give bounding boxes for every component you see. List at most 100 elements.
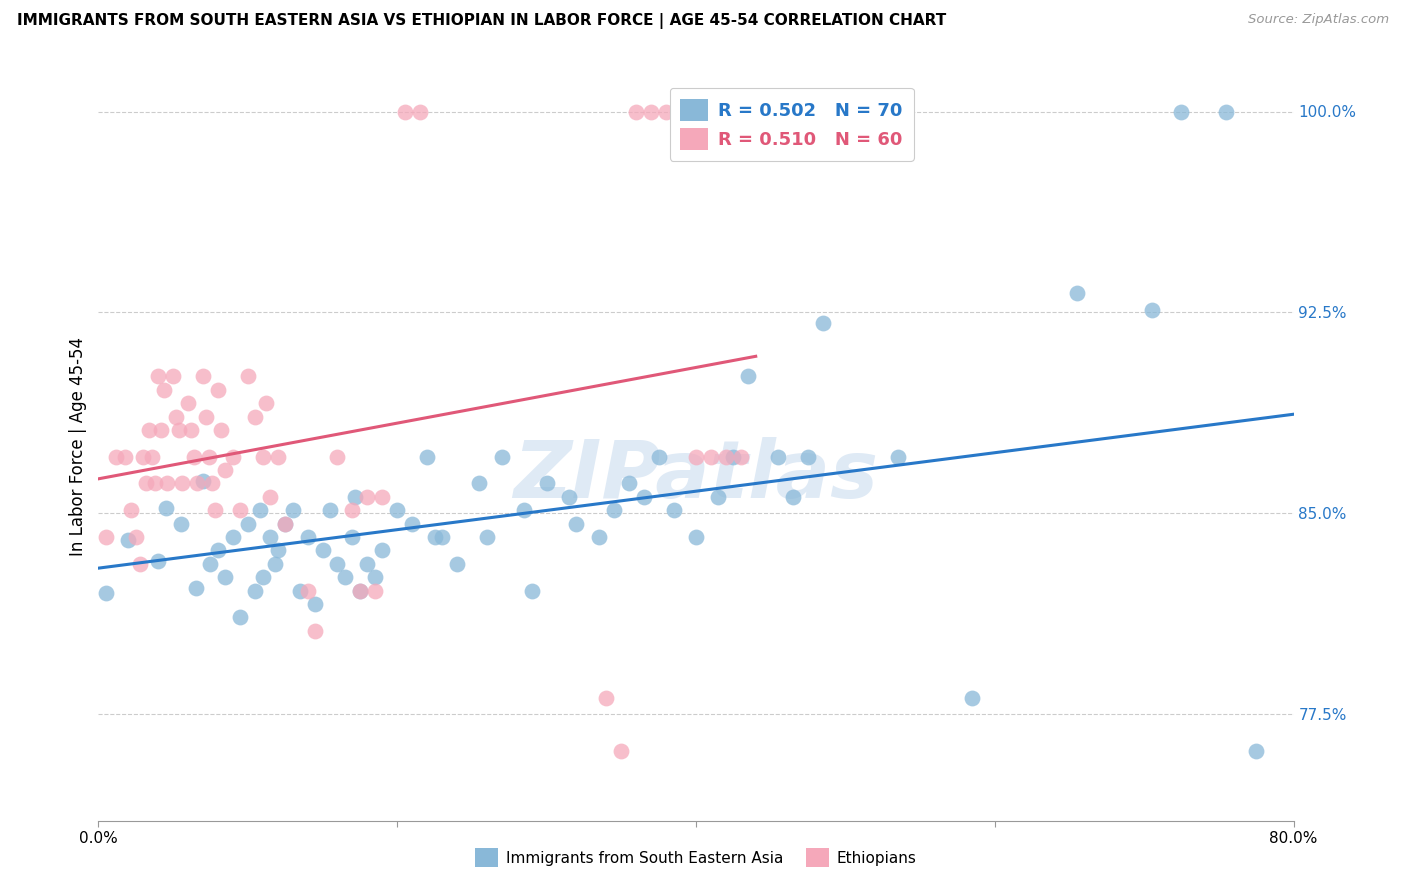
Point bbox=[342, 530, 364, 544]
Point bbox=[782, 490, 804, 504]
Point bbox=[617, 476, 640, 491]
Point bbox=[177, 396, 200, 410]
Point bbox=[342, 503, 364, 517]
Point bbox=[132, 450, 155, 464]
Point bbox=[150, 423, 173, 437]
Point bbox=[222, 530, 245, 544]
Point bbox=[385, 503, 409, 517]
Point bbox=[326, 450, 349, 464]
Point bbox=[364, 583, 387, 598]
Point bbox=[200, 557, 222, 571]
Point bbox=[565, 516, 588, 531]
Point bbox=[886, 450, 908, 464]
Point bbox=[263, 557, 285, 571]
Point bbox=[254, 396, 277, 410]
Point bbox=[356, 557, 378, 571]
Point bbox=[595, 690, 617, 705]
Point bbox=[252, 570, 274, 584]
Point bbox=[162, 369, 184, 384]
Point bbox=[349, 583, 371, 598]
Point bbox=[714, 450, 737, 464]
Point bbox=[356, 490, 378, 504]
Point bbox=[184, 581, 207, 595]
Point bbox=[204, 503, 226, 517]
Point bbox=[475, 530, 498, 544]
Point bbox=[655, 104, 678, 119]
Point bbox=[326, 557, 349, 571]
Point bbox=[371, 490, 394, 504]
Point bbox=[148, 554, 170, 568]
Point bbox=[169, 516, 191, 531]
Point bbox=[394, 104, 416, 119]
Point bbox=[797, 450, 820, 464]
Point bbox=[274, 516, 297, 531]
Point bbox=[259, 490, 281, 504]
Point bbox=[180, 423, 202, 437]
Point bbox=[962, 690, 984, 705]
Point bbox=[105, 450, 128, 464]
Point bbox=[274, 516, 297, 531]
Point bbox=[172, 476, 194, 491]
Point bbox=[416, 450, 439, 464]
Point bbox=[148, 369, 170, 384]
Point bbox=[737, 369, 759, 384]
Point bbox=[468, 476, 491, 491]
Point bbox=[209, 423, 232, 437]
Text: ZIPatlas: ZIPatlas bbox=[513, 437, 879, 515]
Point bbox=[700, 450, 723, 464]
Point bbox=[662, 503, 685, 517]
Point bbox=[120, 503, 142, 517]
Point bbox=[446, 557, 468, 571]
Point bbox=[333, 570, 356, 584]
Point bbox=[252, 450, 274, 464]
Y-axis label: In Labor Force | Age 45-54: In Labor Force | Age 45-54 bbox=[69, 336, 87, 556]
Point bbox=[707, 490, 730, 504]
Point bbox=[401, 516, 423, 531]
Point bbox=[685, 450, 707, 464]
Point bbox=[229, 610, 252, 624]
Point bbox=[588, 530, 610, 544]
Point bbox=[640, 104, 662, 119]
Point bbox=[766, 450, 789, 464]
Point bbox=[408, 104, 430, 119]
Point bbox=[94, 586, 117, 600]
Point bbox=[811, 316, 834, 330]
Point bbox=[1170, 104, 1192, 119]
Point bbox=[214, 463, 236, 477]
Point bbox=[191, 474, 214, 488]
Point bbox=[364, 570, 387, 584]
Point bbox=[198, 450, 221, 464]
Point bbox=[141, 450, 163, 464]
Point bbox=[491, 450, 513, 464]
Point bbox=[349, 583, 371, 598]
Point bbox=[207, 543, 229, 558]
Point bbox=[423, 530, 446, 544]
Point bbox=[610, 744, 633, 758]
Point bbox=[513, 503, 536, 517]
Point bbox=[249, 503, 271, 517]
Point bbox=[311, 543, 333, 558]
Point bbox=[536, 476, 558, 491]
Point bbox=[267, 450, 290, 464]
Point bbox=[236, 516, 259, 531]
Point bbox=[191, 369, 214, 384]
Point bbox=[222, 450, 245, 464]
Point bbox=[281, 503, 304, 517]
Text: IMMIGRANTS FROM SOUTH EASTERN ASIA VS ETHIOPIAN IN LABOR FORCE | AGE 45-54 CORRE: IMMIGRANTS FROM SOUTH EASTERN ASIA VS ET… bbox=[17, 13, 946, 29]
Point bbox=[201, 476, 224, 491]
Point bbox=[371, 543, 394, 558]
Point bbox=[138, 423, 160, 437]
Point bbox=[245, 583, 267, 598]
Point bbox=[229, 503, 252, 517]
Point bbox=[125, 530, 148, 544]
Point bbox=[135, 476, 157, 491]
Point bbox=[117, 533, 139, 547]
Point bbox=[1140, 302, 1163, 317]
Point bbox=[155, 500, 177, 515]
Point bbox=[195, 409, 218, 424]
Point bbox=[245, 409, 267, 424]
Point bbox=[1215, 104, 1237, 119]
Point bbox=[259, 530, 281, 544]
Point bbox=[558, 490, 581, 504]
Legend: Immigrants from South Eastern Asia, Ethiopians: Immigrants from South Eastern Asia, Ethi… bbox=[470, 842, 922, 873]
